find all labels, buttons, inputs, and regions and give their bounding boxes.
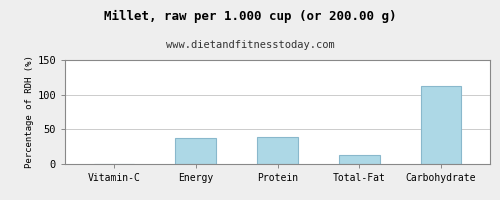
Y-axis label: Percentage of RDH (%): Percentage of RDH (%) <box>26 56 35 168</box>
Text: Millet, raw per 1.000 cup (or 200.00 g): Millet, raw per 1.000 cup (or 200.00 g) <box>104 10 396 23</box>
Bar <box>420 86 462 164</box>
Bar <box>339 155 380 164</box>
Text: www.dietandfitnesstoday.com: www.dietandfitnesstoday.com <box>166 40 334 50</box>
Bar <box>176 138 216 164</box>
Bar <box>257 137 298 164</box>
